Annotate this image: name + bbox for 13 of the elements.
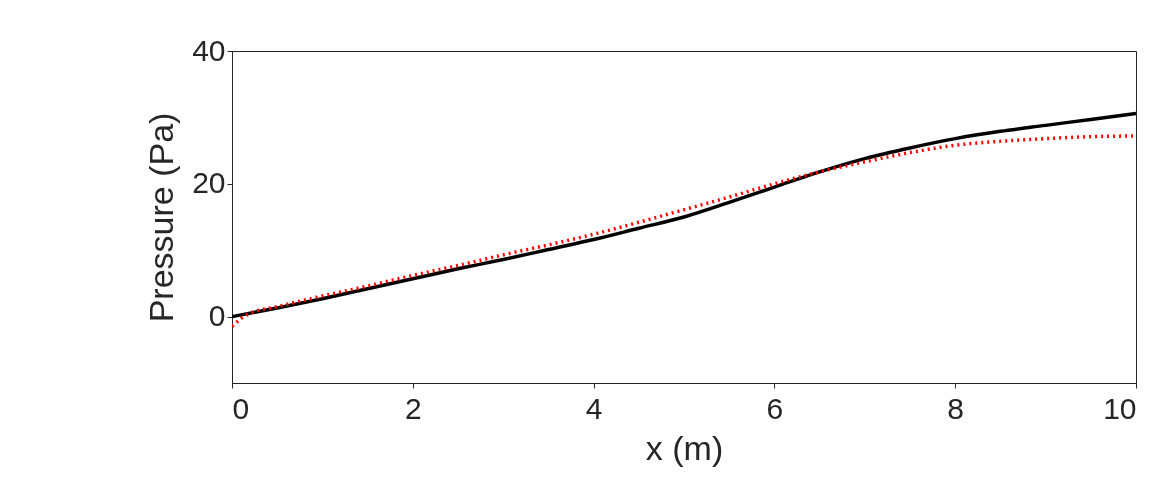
- x-tick-label: 0: [232, 391, 250, 425]
- x-tick-label: 4: [585, 391, 603, 425]
- x-axis-title: x (m): [645, 428, 724, 467]
- y-axis-title: Pressure (Pa): [142, 112, 181, 323]
- x-tick-label: 2: [404, 391, 422, 425]
- x-tick-label: 8: [947, 391, 965, 425]
- y-tick-label: 40: [192, 33, 226, 67]
- x-tick-label: 10: [1103, 391, 1137, 425]
- y-tick-label: 20: [192, 166, 226, 200]
- line-series: [232, 134, 1136, 329]
- line-series: [232, 111, 1136, 319]
- x-tick-label: 6: [766, 391, 784, 425]
- y-tick-label: 0: [208, 299, 226, 333]
